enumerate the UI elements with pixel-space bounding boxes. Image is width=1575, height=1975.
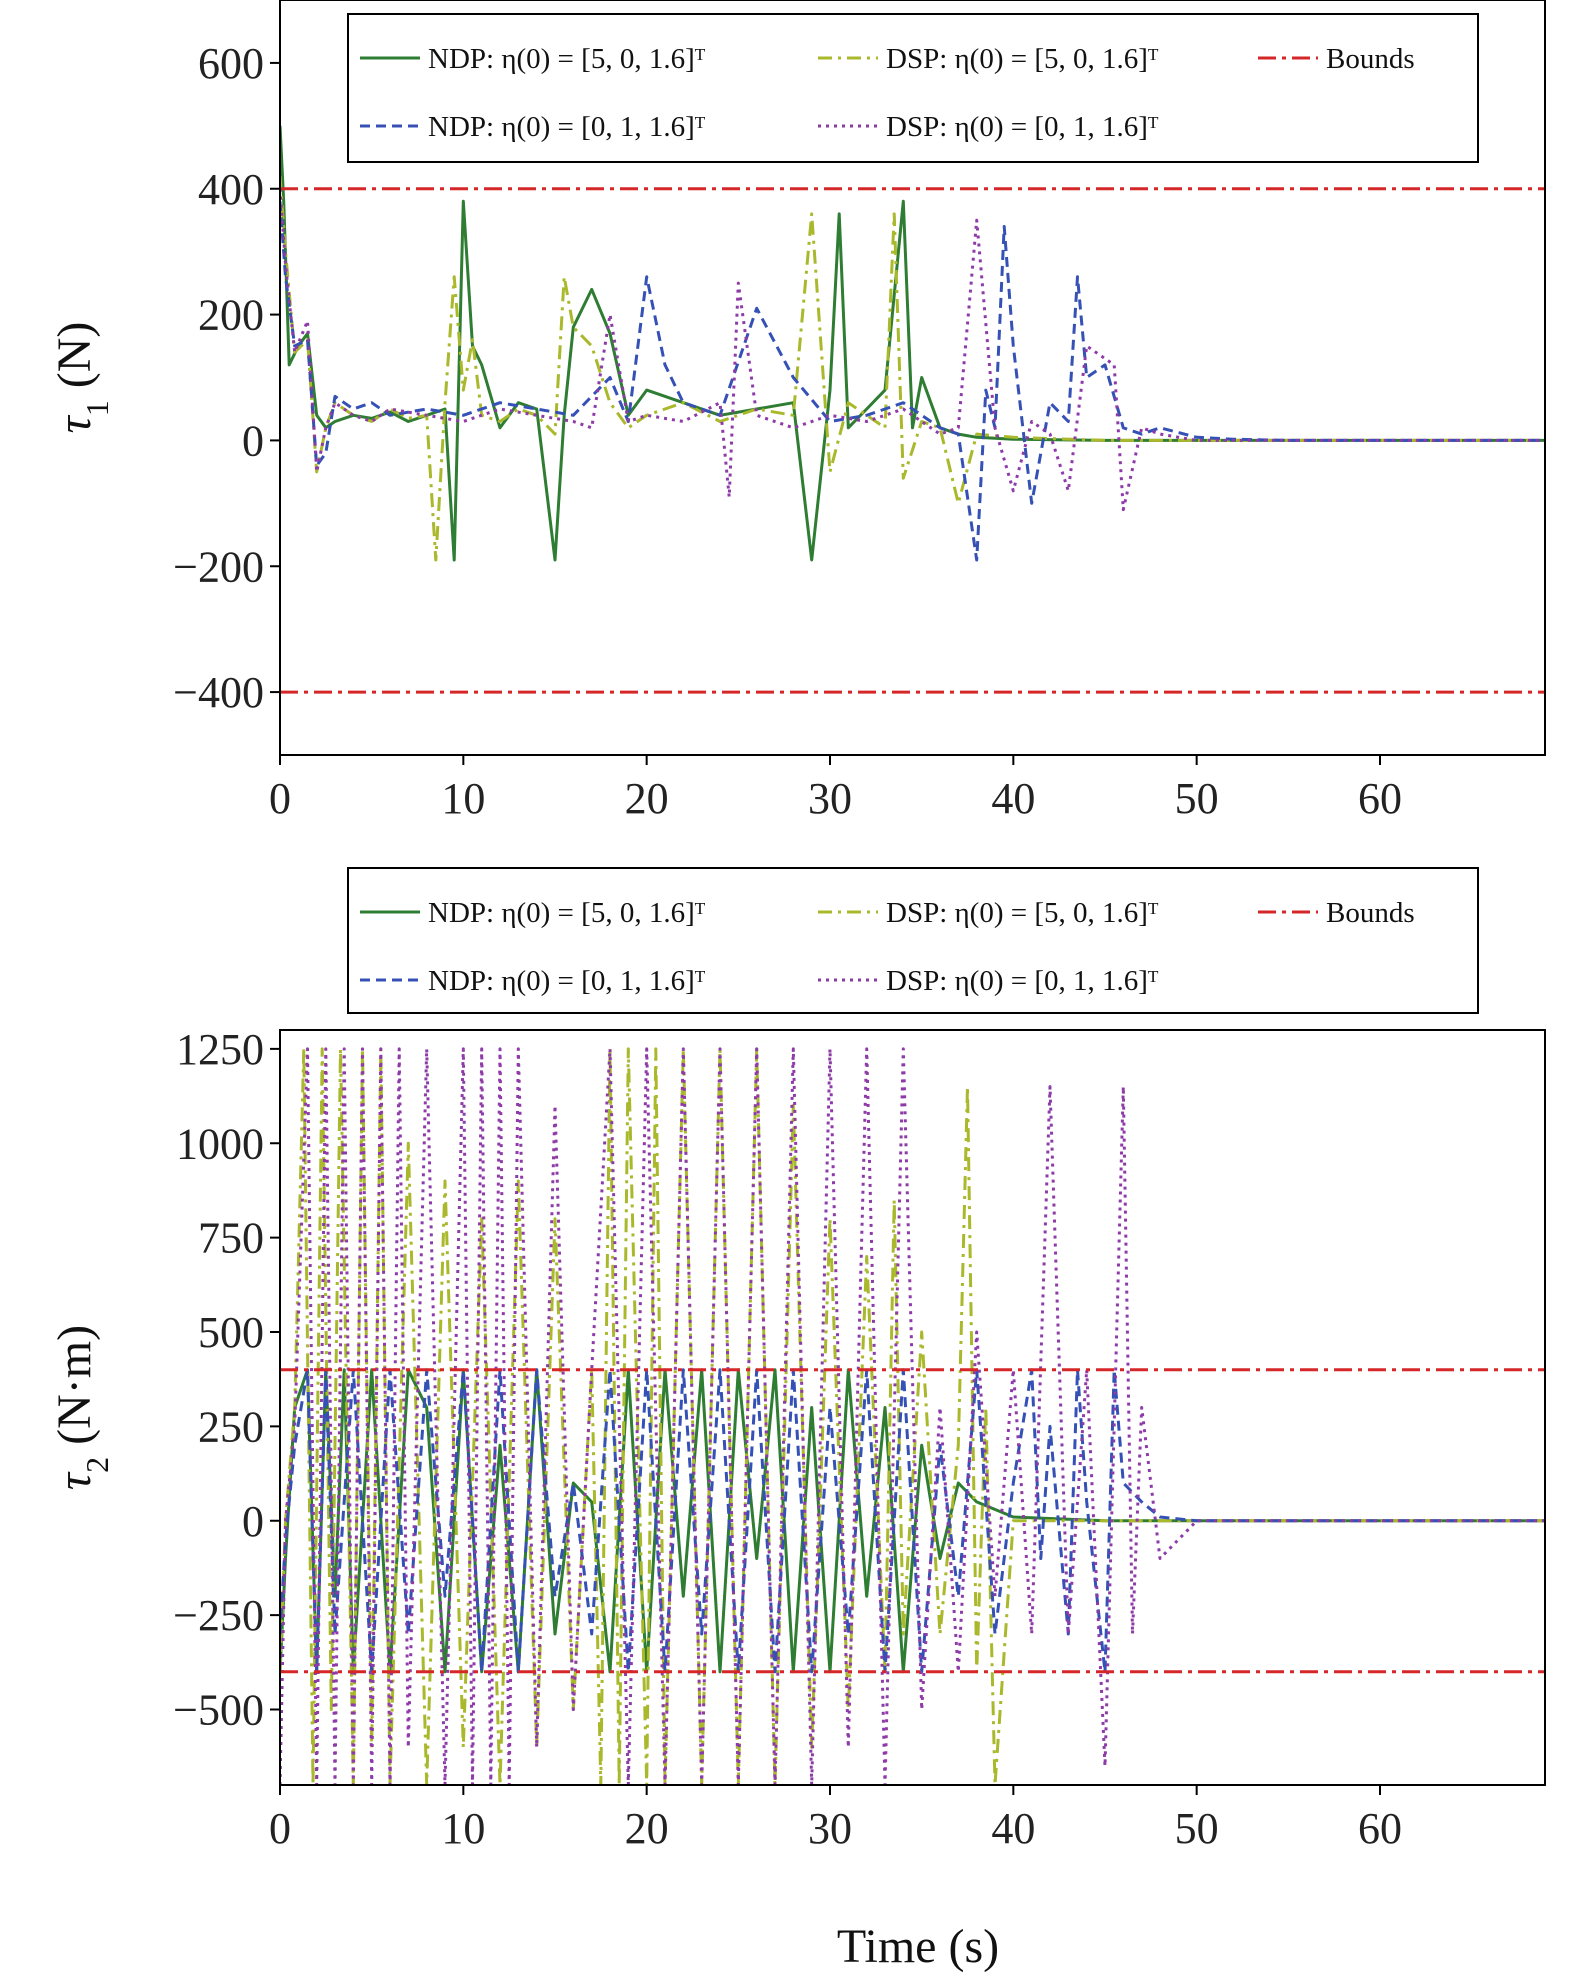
x-tick-label: 50 bbox=[1175, 774, 1219, 823]
y-tick-label: 200 bbox=[198, 291, 264, 340]
legend-label: DSP: η(0) = [0, 1, 1.6]ᵀ bbox=[886, 965, 1159, 997]
chart-tau1: 0 10 20 30 40 50 60 −400 −200 0 200 400 600 τ1 (N) NDP… bbox=[48, 0, 1546, 823]
y-tick-label: 1250 bbox=[176, 1025, 264, 1074]
chart-tau2: 0 10 20 30 40 50 60 −500 −250 0 250 500 750 1000 1250 τ… bbox=[48, 867, 1546, 1853]
x-tick-label: 30 bbox=[808, 774, 852, 823]
legend-label: DSP: η(0) = [0, 1, 1.6]ᵀ bbox=[886, 111, 1159, 143]
y-tick-label: −500 bbox=[173, 1686, 264, 1735]
legend-label: DSP: η(0) = [5, 0, 1.6]ᵀ bbox=[886, 43, 1159, 75]
legend-label: Bounds bbox=[1326, 43, 1415, 75]
y-tick-label: 1000 bbox=[176, 1119, 264, 1168]
legend-label: NDP: η(0) = [5, 0, 1.6]ᵀ bbox=[428, 897, 706, 929]
x-tick-label: 60 bbox=[1358, 774, 1402, 823]
series-line-4 bbox=[280, 188, 1545, 512]
y-tick-label: 400 bbox=[198, 165, 264, 214]
legend-label: Bounds bbox=[1326, 897, 1415, 929]
y-tick-label: 250 bbox=[198, 1402, 264, 1451]
plot-area bbox=[280, 1047, 1545, 1785]
legend-box bbox=[347, 867, 1479, 1014]
y-tick-label: 600 bbox=[198, 39, 264, 88]
series-line-2 bbox=[280, 176, 1545, 562]
x-tick-label: 50 bbox=[1175, 1804, 1219, 1853]
legend-label: NDP: η(0) = [0, 1, 1.6]ᵀ bbox=[428, 111, 706, 143]
x-tick-label: 0 bbox=[269, 1804, 291, 1853]
y-axis-label: τ1 (N) bbox=[48, 322, 115, 434]
series-line-4 bbox=[280, 1047, 1545, 1785]
plot-frame bbox=[279, 0, 1546, 756]
x-tick-label: 40 bbox=[991, 1804, 1035, 1853]
legend-box bbox=[347, 13, 1479, 163]
y-axis-label: τ2 (N·m) bbox=[48, 1325, 115, 1490]
series-line-1 bbox=[280, 125, 1545, 562]
x-tick-label: 10 bbox=[441, 774, 485, 823]
y-tick-label: −250 bbox=[173, 1591, 264, 1640]
x-tick-label: 40 bbox=[991, 774, 1035, 823]
x-tick-label: 60 bbox=[1358, 1804, 1402, 1853]
x-tick-label: 0 bbox=[269, 774, 291, 823]
y-tick-label: −400 bbox=[173, 668, 264, 717]
x-tick-label: 20 bbox=[625, 1804, 669, 1853]
plot-area bbox=[280, 125, 1545, 694]
x-tick-label: 30 bbox=[808, 1804, 852, 1853]
x-axis-label: Time (s) bbox=[837, 1920, 999, 1973]
y-tick-label: −200 bbox=[173, 542, 264, 591]
y-tick-label: 0 bbox=[242, 416, 264, 465]
y-tick-label: 750 bbox=[198, 1214, 264, 1263]
x-tick-label: 20 bbox=[625, 774, 669, 823]
x-tick-label: 10 bbox=[441, 1804, 485, 1853]
legend-label: NDP: η(0) = [5, 0, 1.6]ᵀ bbox=[428, 43, 706, 75]
series-line-3 bbox=[280, 201, 1545, 562]
legend-label: NDP: η(0) = [0, 1, 1.6]ᵀ bbox=[428, 965, 706, 997]
y-tick-label: 0 bbox=[242, 1497, 264, 1546]
plot-frame bbox=[279, 1029, 1546, 1786]
y-tick-label: 500 bbox=[198, 1308, 264, 1357]
legend-label: DSP: η(0) = [5, 0, 1.6]ᵀ bbox=[886, 897, 1159, 929]
